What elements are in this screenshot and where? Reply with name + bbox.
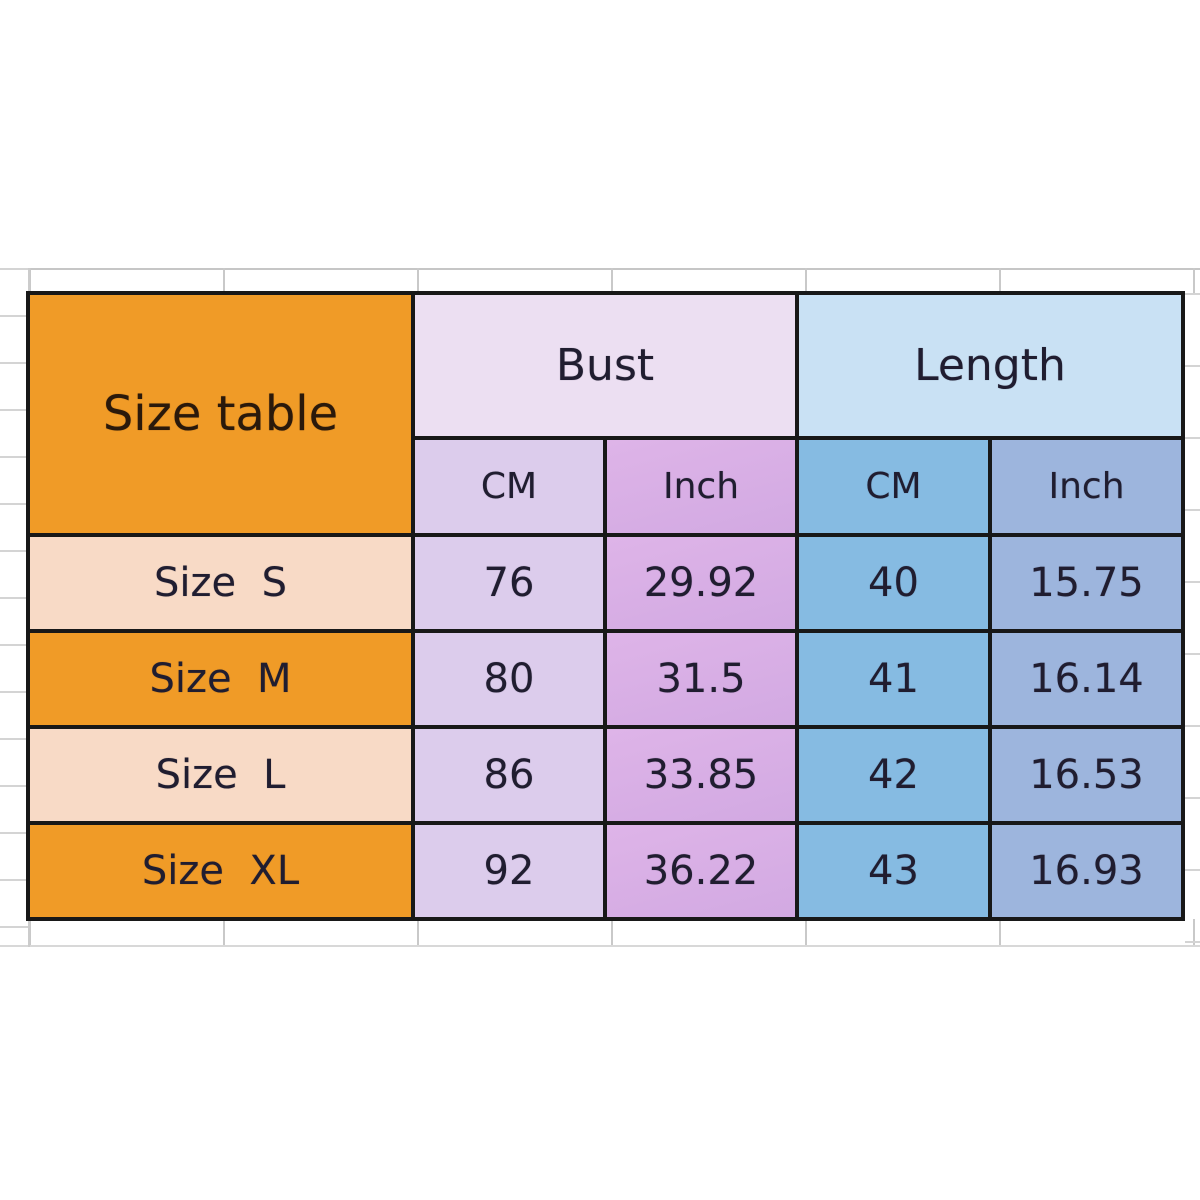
row-label-s: Size S bbox=[28, 535, 413, 631]
table-corner-title: Size table bbox=[28, 293, 413, 535]
length-cm-value: 42 bbox=[797, 727, 990, 823]
subheader-length-cm: CM bbox=[797, 438, 990, 535]
row-label-xl: Size XL bbox=[28, 823, 413, 919]
bust-inch-value: 29.92 bbox=[605, 535, 797, 631]
bust-inch-value: 33.85 bbox=[605, 727, 797, 823]
subheader-bust-inch: Inch bbox=[605, 438, 797, 535]
gridline bbox=[1185, 293, 1200, 947]
length-inch-value: 15.75 bbox=[990, 535, 1183, 631]
bust-cm-value: 80 bbox=[413, 631, 605, 727]
bust-cm-value: 92 bbox=[413, 823, 605, 919]
column-group-length: Length bbox=[797, 293, 1183, 438]
length-cm-value: 43 bbox=[797, 823, 990, 919]
gridline bbox=[29, 268, 1200, 293]
length-inch-value: 16.93 bbox=[990, 823, 1183, 919]
subheader-length-inch: Inch bbox=[990, 438, 1183, 535]
size-table: Size table Bust Length CM Inch CM Inch S… bbox=[26, 291, 1185, 921]
column-group-bust: Bust bbox=[413, 293, 797, 438]
row-label-m: Size M bbox=[28, 631, 413, 727]
bust-cm-value: 76 bbox=[413, 535, 605, 631]
gridline bbox=[0, 945, 1200, 947]
length-cm-value: 40 bbox=[797, 535, 990, 631]
gridline bbox=[29, 919, 1200, 945]
gridline bbox=[0, 268, 29, 947]
length-cm-value: 41 bbox=[797, 631, 990, 727]
bust-inch-value: 36.22 bbox=[605, 823, 797, 919]
length-inch-value: 16.14 bbox=[990, 631, 1183, 727]
row-label-l: Size L bbox=[28, 727, 413, 823]
length-inch-value: 16.53 bbox=[990, 727, 1183, 823]
bust-inch-value: 31.5 bbox=[605, 631, 797, 727]
subheader-bust-cm: CM bbox=[413, 438, 605, 535]
bust-cm-value: 86 bbox=[413, 727, 605, 823]
